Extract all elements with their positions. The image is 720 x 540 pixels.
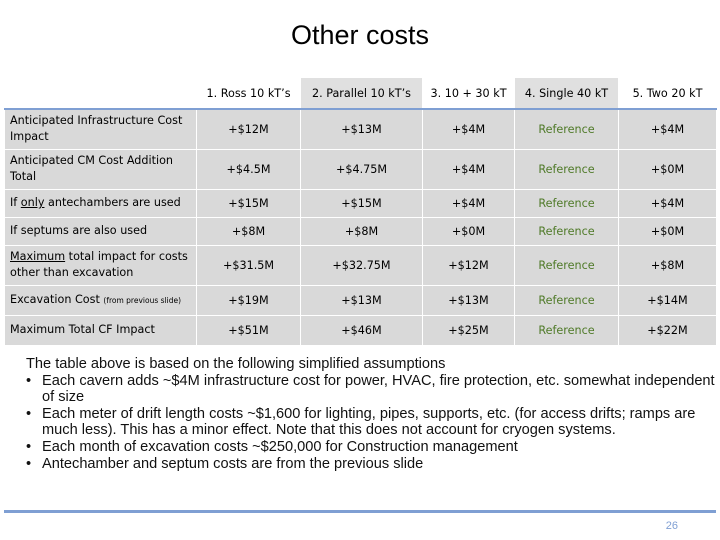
table-row: Excavation Cost (from previous slide) +$… <box>4 284 717 316</box>
table-cell: +$4M <box>618 188 717 218</box>
table-cell: +$32.75M <box>300 244 423 286</box>
list-item: Each meter of drift length costs ~$1,600… <box>26 406 716 439</box>
table-cell: Reference <box>514 188 619 218</box>
table-cell: Reference <box>514 244 619 286</box>
table-row: Anticipated CM Cost Addition Total +$4.5… <box>4 148 717 190</box>
row-label: Anticipated CM Cost Addition Total <box>4 148 197 190</box>
table-cell: +$25M <box>422 314 515 346</box>
table-cell: +$51M <box>196 314 301 346</box>
table-cell: +$15M <box>196 188 301 218</box>
table-cell: +$4M <box>422 148 515 190</box>
table-cell: +$4.75M <box>300 148 423 190</box>
table-cell: +$13M <box>300 108 423 150</box>
label-underlined: only <box>20 196 45 209</box>
assumptions-list: Each cavern adds ~$4M infrastructure cos… <box>26 373 716 473</box>
table-cell: +$31.5M <box>196 244 301 286</box>
table-cell: +$4M <box>422 108 515 150</box>
table-cell: +$4M <box>422 188 515 218</box>
label-main: Excavation Cost <box>10 292 100 306</box>
table-cell: +$14M <box>618 284 717 316</box>
table-cell: +$13M <box>422 284 515 316</box>
table-row: If only antechambers are used +$15M +$15… <box>4 188 717 218</box>
row-label: Excavation Cost (from previous slide) <box>4 284 197 316</box>
table-cell: +$19M <box>196 284 301 316</box>
table-cell: +$0M <box>422 216 515 246</box>
table-cell: +$4.5M <box>196 148 301 190</box>
table-cell: +$8M <box>618 244 717 286</box>
table-header-row: 1. Ross 10 kT’s 2. Parallel 10 kT’s 3. 1… <box>4 77 717 110</box>
column-header: 5. Two 20 kT <box>618 77 717 110</box>
list-item: Each cavern adds ~$4M infrastructure cos… <box>26 373 716 406</box>
label-suffix: total impact for costs other than excava… <box>10 250 188 279</box>
table-cell: +$0M <box>618 216 717 246</box>
table-row: Maximum Total CF Impact +$51M +$46M +$25… <box>4 314 717 346</box>
table-row: If septums are also used +$8M +$8M +$0M … <box>4 216 717 246</box>
table-cell: +$8M <box>300 216 423 246</box>
table-cell: Reference <box>514 216 619 246</box>
label-prefix: If <box>10 196 21 209</box>
column-header: 3. 10 + 30 kT <box>422 77 515 110</box>
table-row: Maximum total impact for costs other tha… <box>4 244 717 286</box>
column-header: 4. Single 40 kT <box>514 77 619 110</box>
table-cell: +$15M <box>300 188 423 218</box>
table-cell: +$12M <box>422 244 515 286</box>
notes-intro: The table above is based on the followin… <box>26 356 446 372</box>
table-cell: +$13M <box>300 284 423 316</box>
row-label: If only antechambers are used <box>4 188 197 218</box>
table-cell: +$4M <box>618 108 717 150</box>
assumptions-notes: The table above is based on the followin… <box>26 356 716 472</box>
table-cell: +$22M <box>618 314 717 346</box>
page-number: 26 <box>665 520 678 532</box>
table-cell: Reference <box>514 108 619 150</box>
table-cell: +$8M <box>196 216 301 246</box>
list-item: Each month of excavation costs ~$250,000… <box>26 439 716 456</box>
row-label: Anticipated Infrastructure Cost Impact <box>4 108 197 150</box>
footer-rule <box>4 510 716 513</box>
label-suffix: antechambers are used <box>44 196 181 209</box>
label-note: (from previous slide) <box>103 295 181 305</box>
cost-table: 1. Ross 10 kT’s 2. Parallel 10 kT’s 3. 1… <box>4 77 717 346</box>
table-cell: Reference <box>514 314 619 346</box>
column-header: 1. Ross 10 kT’s <box>196 77 301 110</box>
column-header: 2. Parallel 10 kT’s <box>300 77 423 110</box>
header-blank-cell <box>4 77 197 110</box>
table-cell: Reference <box>514 284 619 316</box>
list-item: Antechamber and septum costs are from th… <box>26 456 716 473</box>
table-cell: +$46M <box>300 314 423 346</box>
slide-title: Other costs <box>290 20 430 50</box>
table-cell: +$0M <box>618 148 717 190</box>
table-cell: Reference <box>514 148 619 190</box>
table-row: Anticipated Infrastructure Cost Impact +… <box>4 108 717 150</box>
row-label: Maximum Total CF Impact <box>4 314 197 346</box>
row-label: Maximum total impact for costs other tha… <box>4 244 197 286</box>
table-cell: +$12M <box>196 108 301 150</box>
label-underlined: Maximum <box>10 250 66 263</box>
row-label: If septums are also used <box>4 216 197 246</box>
